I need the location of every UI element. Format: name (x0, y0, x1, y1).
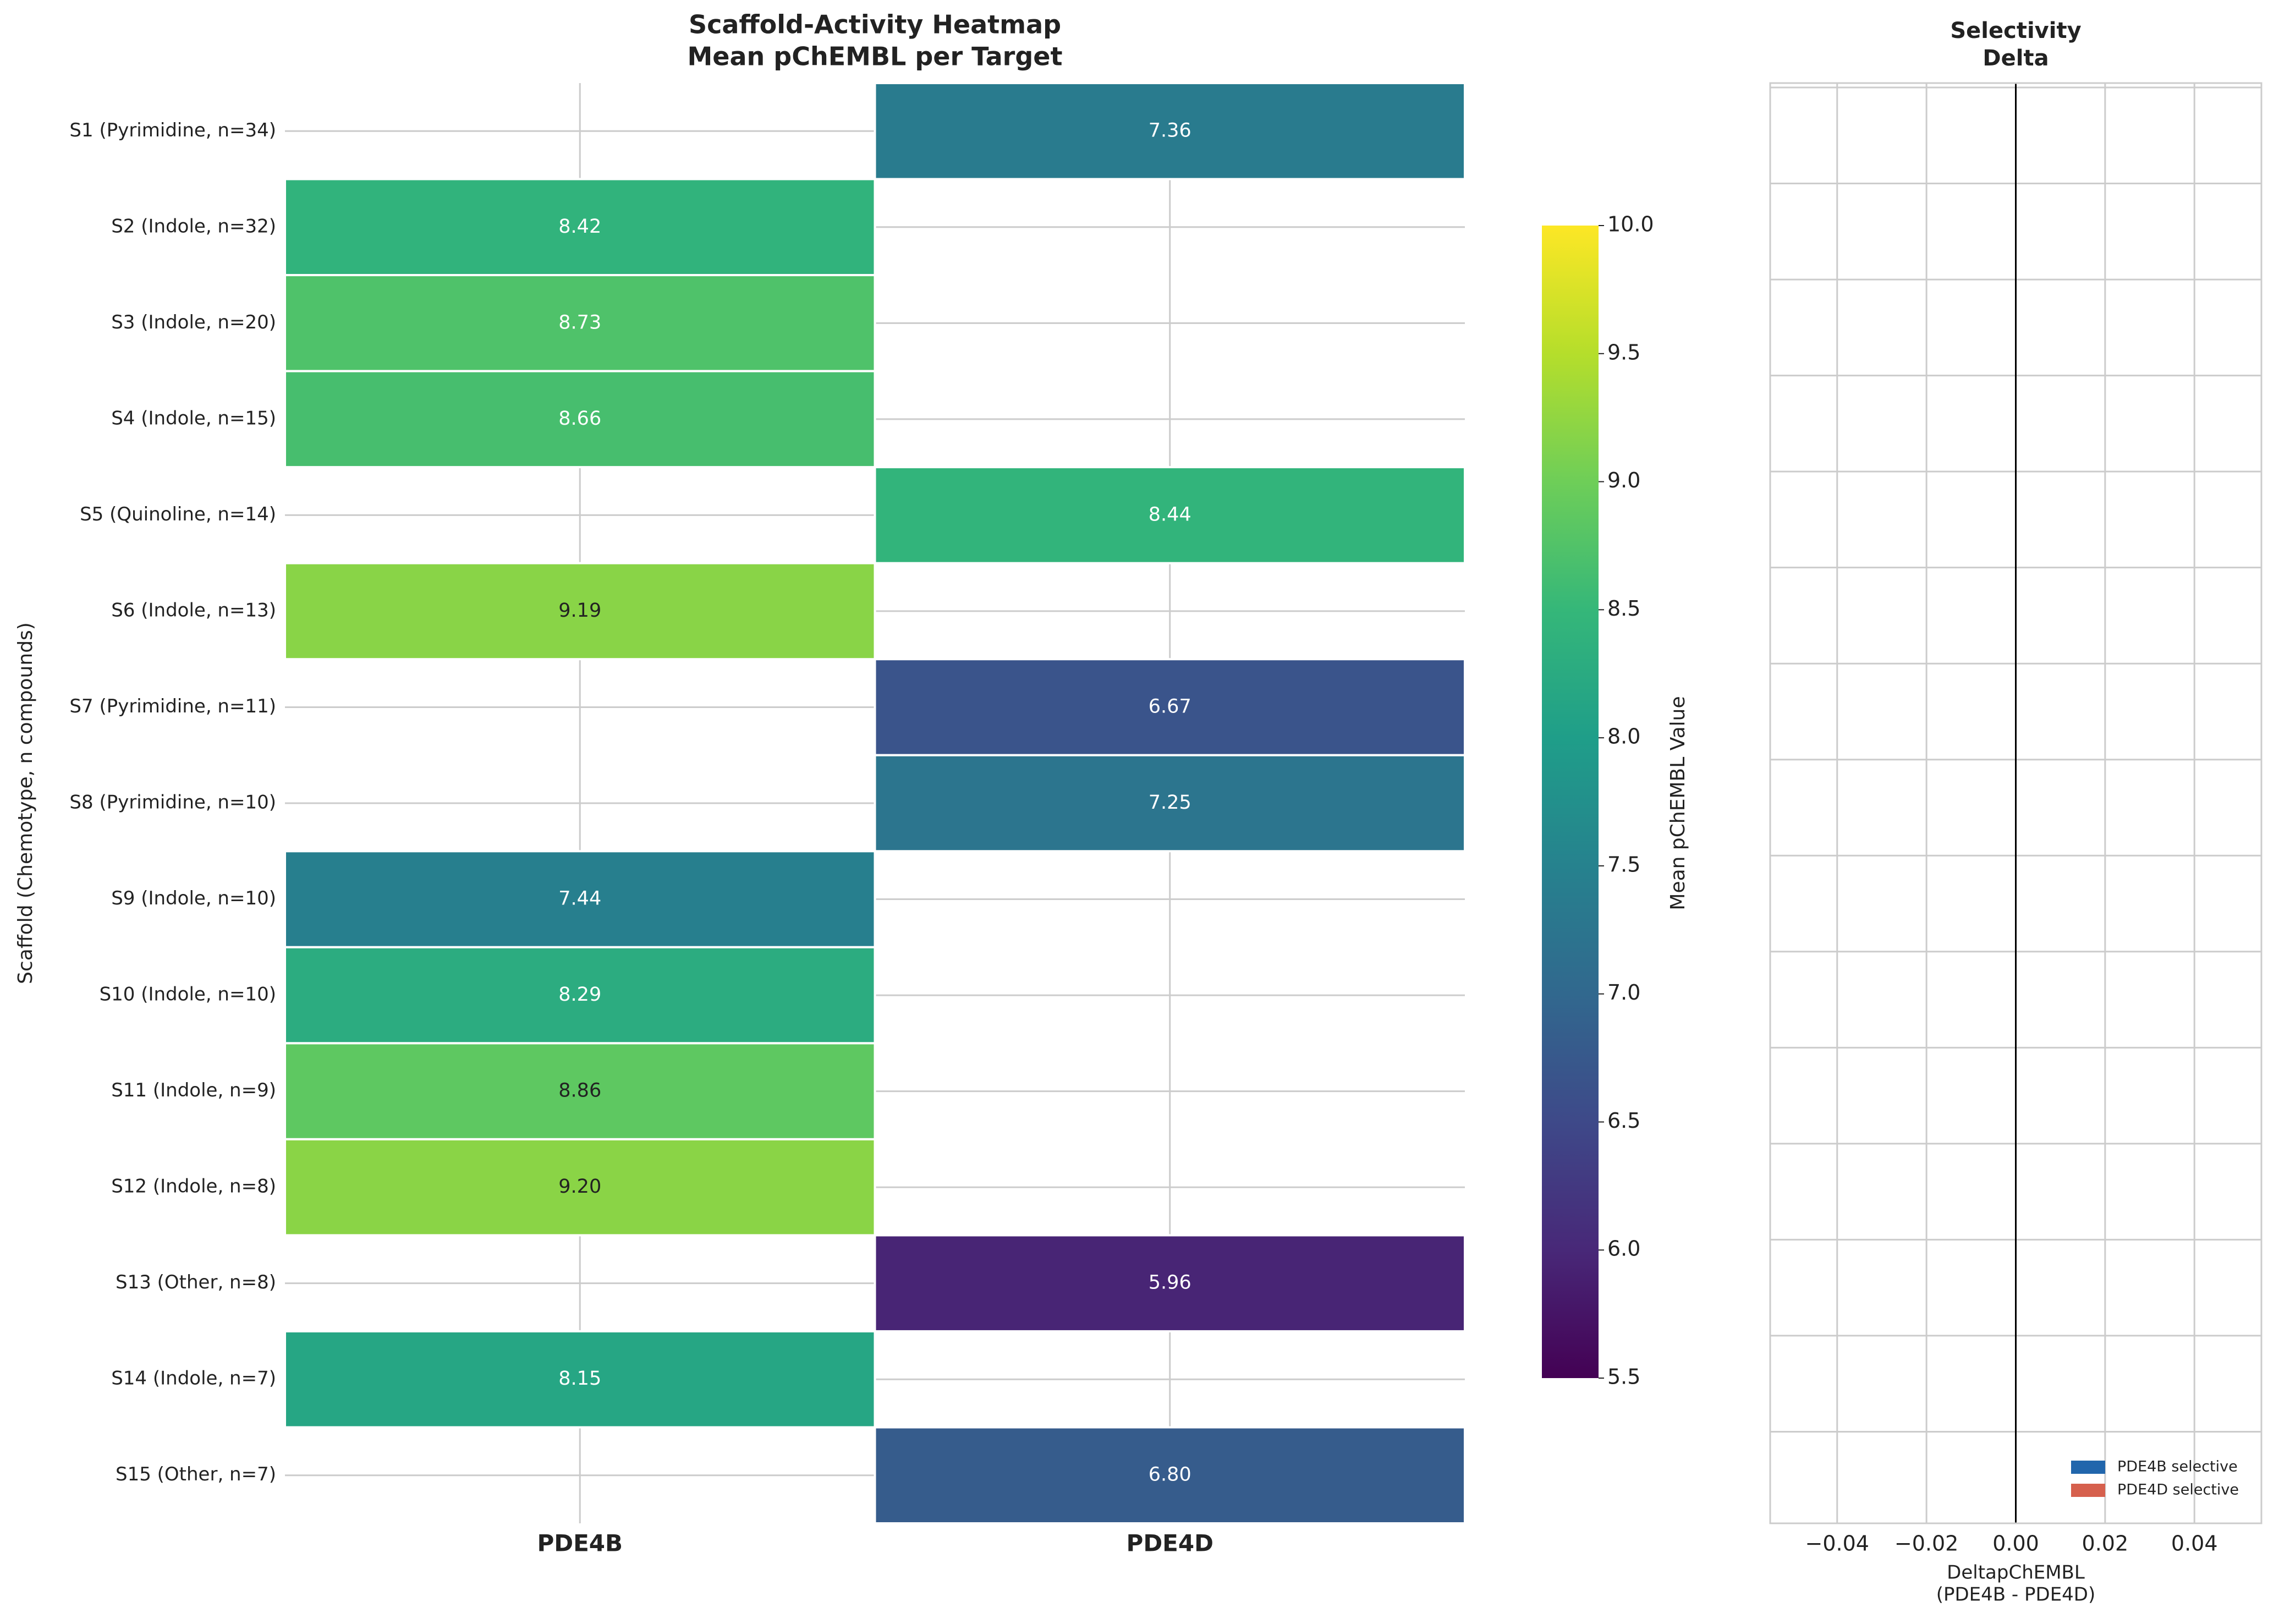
x-axis-label: DeltapChEMBL (1947, 1562, 2085, 1584)
x-tick-label: PDE4D (1127, 1530, 1213, 1557)
cell-label: 8.15 (558, 1368, 601, 1390)
axes-frame (1769, 82, 2262, 1524)
row-label: S2 (Indole, n=32) (111, 215, 276, 237)
colorbar-tick-label: 8.5 (1607, 596, 1640, 621)
heatmap-cell (874, 82, 1466, 180)
colorbar-tick-label: 9.5 (1607, 340, 1640, 364)
heatmap-cell (874, 1234, 1466, 1332)
row-label: S7 (Pyrimidine, n=11) (69, 695, 276, 717)
chart-title: Delta (1983, 46, 2049, 71)
row-label: S9 (Indole, n=10) (111, 887, 276, 909)
colorbar-tick-label: 7.5 (1607, 852, 1640, 876)
row-label: S8 (Pyrimidine, n=10) (69, 792, 276, 814)
colorbar-tick-label: 9.0 (1607, 468, 1640, 492)
row-label: S14 (Indole, n=7) (111, 1368, 276, 1390)
row-label: S1 (Pyrimidine, n=34) (69, 119, 276, 141)
heatmap-cell (284, 178, 876, 277)
row-label: S11 (Indole, n=9) (111, 1079, 276, 1101)
cell-label: 5.96 (1149, 1272, 1191, 1294)
cell-label: 6.67 (1149, 695, 1191, 717)
heatmap-cell (284, 1042, 876, 1140)
y-axis-label: Scaffold (Chemotype, n compounds) (14, 622, 37, 984)
row-label: S3 (Indole, n=20) (111, 311, 276, 333)
legend-swatch (2071, 1461, 2105, 1474)
x-tick-label: −0.02 (1894, 1532, 1958, 1556)
cell-label: 8.44 (1149, 503, 1191, 525)
x-tick-label: 0.04 (2171, 1532, 2218, 1556)
colorbar-tick-label: 7.0 (1607, 980, 1640, 1005)
legend-label: PDE4B selective (2117, 1458, 2238, 1475)
heatmap-cell (284, 1330, 876, 1429)
heatmap-cell (284, 850, 876, 948)
x-tick-label: PDE4B (537, 1530, 623, 1557)
row-label: S4 (Indole, n=15) (111, 407, 276, 429)
heatmap-cell (284, 370, 876, 469)
colorbar-label: Mean pChEMBL Value (1667, 696, 1689, 910)
cell-label: 7.44 (558, 888, 601, 910)
cell-label: 6.80 (1149, 1464, 1191, 1486)
heatmap-cell (874, 1426, 1466, 1524)
x-tick-label: 0.02 (2082, 1532, 2129, 1556)
cell-label: 8.42 (558, 216, 601, 238)
row-label: S12 (Indole, n=8) (111, 1176, 276, 1198)
heatmap-cell (874, 466, 1466, 564)
colorbar-tick-label: 8.0 (1607, 725, 1640, 749)
heatmap-cell (284, 562, 876, 661)
row-label: S5 (Quinoline, n=14) (80, 503, 276, 525)
colorbar-tick-label: 10.0 (1607, 212, 1654, 237)
chart-title: Mean pChEMBL per Target (688, 42, 1063, 72)
x-axis-label: (PDE4B - PDE4D) (1936, 1584, 2096, 1606)
x-tick-label: −0.04 (1805, 1532, 1869, 1556)
heatmap-cell (284, 274, 876, 372)
cell-label: 8.86 (558, 1080, 601, 1102)
row-label: S6 (Indole, n=13) (111, 599, 276, 621)
heatmap-cell (874, 754, 1466, 853)
heatmap-cell (284, 946, 876, 1045)
colorbar-tick-label: 6.0 (1607, 1237, 1640, 1261)
chart-title: Selectivity (1950, 18, 2081, 43)
legend-label: PDE4D selective (2117, 1482, 2239, 1499)
heatmap-cell (284, 1138, 876, 1237)
row-label: S10 (Indole, n=10) (100, 984, 276, 1006)
colorbar-tick-label: 5.5 (1607, 1365, 1640, 1389)
colorbar-tick-label: 6.5 (1607, 1109, 1640, 1133)
cell-label: 9.20 (558, 1176, 601, 1198)
x-tick-label: 0.00 (1992, 1532, 2039, 1556)
cell-label: 7.25 (1149, 792, 1191, 814)
cell-label: 9.19 (558, 600, 601, 622)
row-label: S13 (Other, n=8) (116, 1271, 276, 1293)
colorbar (1542, 226, 1599, 1378)
row-label: S15 (Other, n=7) (116, 1463, 276, 1485)
cell-label: 7.36 (1149, 119, 1191, 141)
cell-label: 8.66 (558, 408, 601, 430)
chart-title: Scaffold-Activity Heatmap (689, 10, 1061, 40)
cell-label: 8.73 (558, 311, 601, 333)
heatmap-cell (874, 658, 1466, 756)
cell-label: 8.29 (558, 984, 601, 1006)
legend-swatch (2071, 1484, 2105, 1497)
